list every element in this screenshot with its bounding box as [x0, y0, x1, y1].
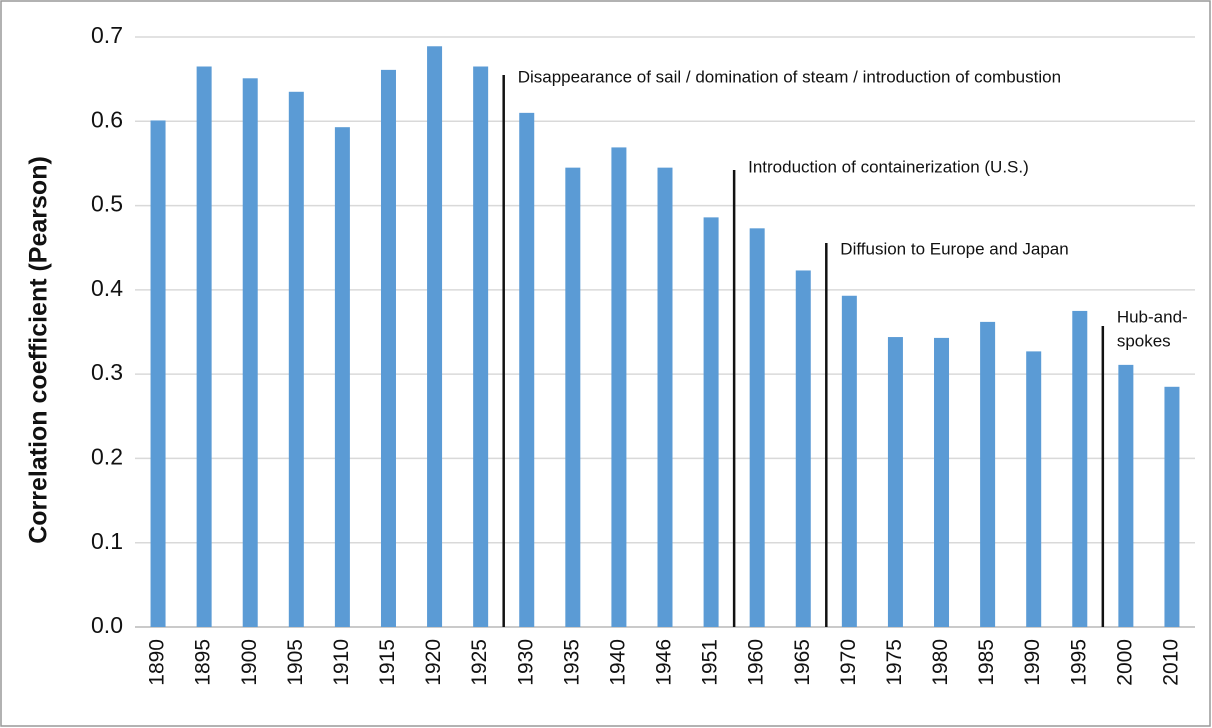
annotation-text: Disappearance of sail / domination of st… [518, 67, 1061, 86]
bar [749, 228, 765, 628]
x-tick-label: 1980 [929, 639, 952, 686]
bar [1072, 310, 1088, 627]
x-tick-label: 1985 [975, 639, 998, 686]
x-tick-label: 1946 [653, 639, 676, 686]
bar [334, 127, 350, 627]
bar [841, 295, 857, 627]
y-tick-label: 0.2 [91, 444, 123, 470]
annotation-text: Hub-and- [1117, 307, 1188, 326]
bar [519, 112, 535, 628]
x-tick-label: 1951 [699, 639, 722, 686]
y-tick-label: 0.6 [91, 106, 123, 132]
bar [657, 167, 673, 627]
x-tick-label: 1910 [330, 639, 353, 686]
x-tick-label: 2000 [1113, 639, 1136, 686]
bar [242, 78, 258, 628]
bar [565, 167, 581, 627]
x-tick-label: 1915 [376, 639, 399, 686]
y-axis-label: Correlation coefficient (Pearson) [25, 156, 53, 544]
bar [1164, 386, 1180, 627]
bar [611, 147, 627, 627]
x-tick-label: 1960 [745, 639, 768, 686]
x-tick-label: 1940 [606, 639, 629, 686]
y-tick-label: 0.0 [91, 612, 123, 638]
bar [1118, 364, 1134, 627]
bar [934, 337, 950, 627]
bar [473, 66, 489, 627]
x-tick-label: 1925 [468, 639, 491, 686]
x-tick-label: 1975 [883, 639, 906, 686]
x-tick-label: 1995 [1067, 639, 1090, 686]
x-tick-label: 1895 [192, 639, 215, 686]
x-tick-label: 1905 [284, 639, 307, 686]
x-tick-label: 1920 [422, 639, 445, 686]
bar [196, 66, 212, 627]
bar [427, 46, 443, 628]
x-tick-label: 1935 [560, 639, 583, 686]
annotation-text: spokes [1117, 331, 1171, 350]
bar [980, 321, 996, 627]
bar [288, 91, 304, 628]
x-tick-label: 1965 [791, 639, 814, 686]
bar [703, 217, 719, 627]
y-tick-label: 0.7 [91, 22, 123, 48]
x-tick-label: 1990 [1021, 639, 1044, 686]
x-tick-label: 1900 [238, 639, 261, 686]
bar [795, 270, 811, 627]
annotation-text: Diffusion to Europe and Japan [840, 239, 1068, 258]
bar [1026, 351, 1042, 627]
x-tick-label: 1890 [146, 639, 169, 686]
y-tick-label: 0.5 [91, 191, 123, 217]
bar [887, 337, 903, 627]
x-tick-label: 1930 [514, 639, 537, 686]
x-tick-label: 1970 [837, 639, 860, 686]
annotation-text: Introduction of containerization (U.S.) [748, 157, 1029, 176]
y-tick-label: 0.3 [91, 359, 123, 385]
y-tick-label: 0.1 [91, 528, 123, 554]
x-tick-label: 2010 [1160, 639, 1183, 686]
bar [380, 69, 396, 627]
bar [150, 120, 166, 627]
y-tick-label: 0.4 [91, 275, 123, 301]
